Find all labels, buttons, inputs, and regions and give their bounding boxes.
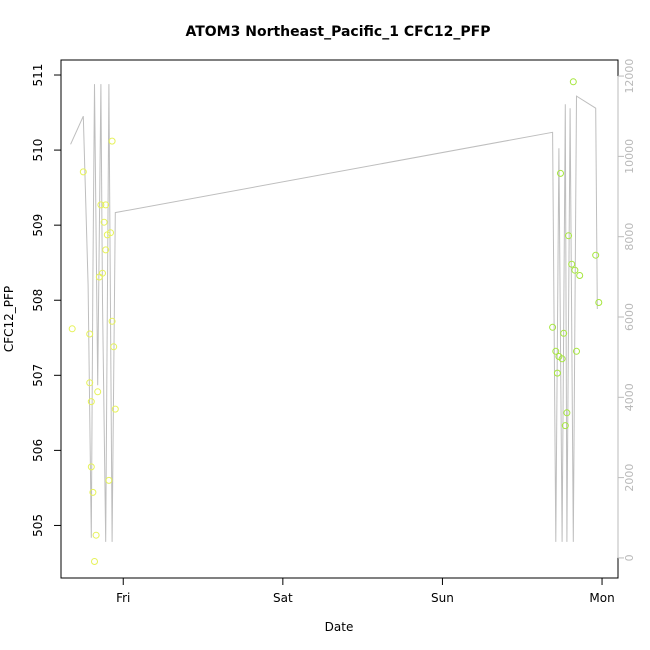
- right-y-axis: 0 2000 4000 6000 8000 10000 12000: [617, 59, 636, 561]
- x-axis-label: Date: [325, 620, 354, 634]
- y-tick-label: 510: [31, 139, 45, 162]
- x-tick-label: Fri: [116, 591, 130, 605]
- data-point: [97, 201, 105, 209]
- y-tick-label: 508: [31, 289, 45, 312]
- data-point: [553, 369, 561, 377]
- y-tick-label: 506: [31, 439, 45, 462]
- x-axis: Fri Sat Sun Mon: [116, 577, 615, 605]
- y-tick-label: 505: [31, 514, 45, 537]
- data-point: [573, 347, 580, 355]
- data-point: [107, 229, 114, 237]
- right-y-tick-label: 12000: [623, 59, 636, 94]
- y-tick-label: 511: [31, 64, 45, 87]
- data-point: [100, 218, 108, 226]
- x-tick-label: Sun: [431, 591, 454, 605]
- data-point: [102, 246, 110, 254]
- right-y-tick-label: 0: [623, 554, 636, 561]
- data-point: [576, 272, 584, 279]
- data-point: [102, 201, 110, 209]
- right-y-tick-label: 8000: [623, 223, 636, 251]
- data-point: [592, 251, 600, 259]
- data-point: [79, 168, 87, 176]
- data-point: [557, 169, 564, 177]
- data-point: [111, 405, 119, 413]
- data-point: [560, 329, 568, 337]
- y-axis-label: CFC12_PFP: [2, 286, 16, 352]
- data-point: [68, 325, 76, 333]
- data-point: [565, 232, 572, 240]
- right-y-tick-label: 4000: [623, 383, 636, 411]
- right-y-tick-label: 2000: [623, 464, 636, 492]
- series-points: [68, 78, 603, 565]
- data-point: [108, 137, 116, 145]
- series-line-path: [70, 84, 598, 542]
- data-point: [86, 330, 94, 338]
- data-point: [87, 463, 95, 471]
- data-point: [110, 343, 118, 351]
- data-point: [91, 558, 98, 565]
- series-line: [70, 84, 598, 542]
- right-y-tick-label: 10000: [623, 139, 636, 174]
- data-point: [561, 422, 569, 430]
- data-point: [99, 269, 106, 277]
- x-tick-label: Sat: [273, 591, 293, 605]
- data-point: [569, 78, 577, 86]
- y-axis: 505 506 507 508 509 510 511: [31, 64, 62, 537]
- data-point: [89, 488, 97, 496]
- data-point: [558, 355, 566, 363]
- data-point: [108, 317, 116, 325]
- data-point: [552, 347, 560, 355]
- data-point: [571, 266, 579, 274]
- chart-title: ATOM3 Northeast_Pacific_1 CFC12_PFP: [185, 24, 490, 40]
- data-point: [563, 409, 571, 417]
- data-point: [595, 299, 603, 306]
- data-point: [105, 476, 113, 484]
- y-tick-label: 509: [31, 214, 45, 237]
- data-point: [549, 323, 557, 331]
- data-point: [87, 398, 95, 406]
- plot-area: [60, 59, 619, 579]
- data-point: [86, 379, 94, 387]
- data-point: [568, 260, 576, 268]
- right-y-tick-label: 6000: [623, 303, 636, 331]
- data-point: [94, 388, 102, 396]
- x-tick-label: Mon: [589, 591, 614, 605]
- y-tick-label: 507: [31, 364, 45, 387]
- data-point: [92, 531, 100, 539]
